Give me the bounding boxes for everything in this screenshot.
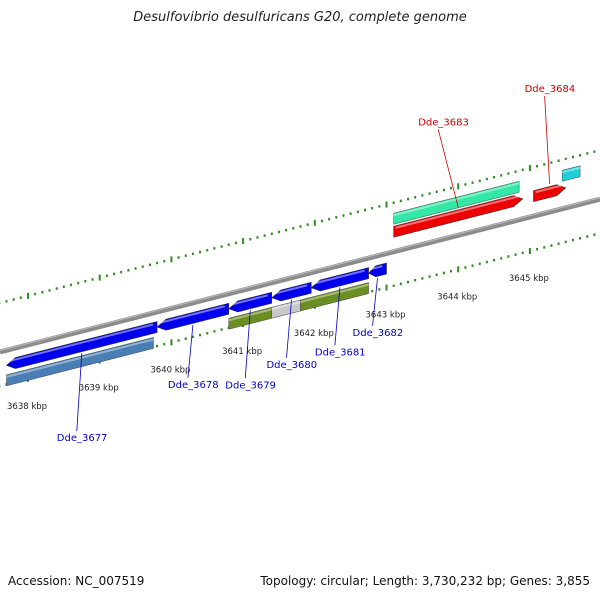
gene-label-connector (437, 129, 459, 208)
gene-label-connector (286, 299, 292, 358)
feature-reverse_feature[interactable] (6, 337, 154, 387)
gene-label-dde_3683[interactable]: Dde_3683 (418, 117, 469, 128)
scale-label: 3645 kbp (509, 274, 549, 284)
gene-label-connector (76, 353, 83, 432)
gene-arrow-dde_3679[interactable] (228, 291, 273, 313)
gene-label-connector (372, 277, 378, 326)
gene-label-connector (334, 287, 341, 346)
backbone-highlight (0, 197, 600, 351)
accession-text: Accession: NC_007519 (8, 574, 145, 588)
gene-label-connector (187, 324, 194, 378)
page-title: Desulfovibrio desulfuricans G20, complet… (133, 10, 467, 25)
gene-arrow-dde_3684[interactable] (533, 184, 567, 203)
gene-arrow-dde_3678[interactable] (156, 302, 230, 331)
gene-label-dde_3678[interactable]: Dde_3678 (168, 380, 219, 391)
scale-label: 3640 kbp (150, 365, 190, 375)
gene-label-dde_3677[interactable]: Dde_3677 (57, 433, 108, 444)
scale-label: 3643 kbp (366, 311, 406, 321)
gene-labels: Dde_3677 Dde_3678 Dde_3679 Dde_3680 Dde_3681… (57, 84, 575, 444)
scale-label: 3642 kbp (294, 329, 334, 339)
gene-label-dde_3681[interactable]: Dde_3681 (315, 347, 366, 358)
genome-summary-text: Topology: circular; Length: 3,730,232 bp… (260, 574, 590, 588)
gene-arrow-dde_3680[interactable] (271, 281, 312, 302)
genome-backbone (0, 196, 600, 355)
scale-labels: 3638 kbp 3639 kbp 3640 kbp 3641 kbp 3642 kbp… (7, 274, 549, 412)
gene-track (5, 184, 567, 369)
scale-label: 3638 kbp (7, 402, 47, 412)
gene-label-connector (544, 95, 551, 185)
feature-reverse_feature[interactable] (271, 299, 301, 319)
scale-label: 3639 kbp (79, 384, 119, 394)
gene-label-connector (244, 310, 251, 379)
feature-track (6, 165, 581, 387)
gene-label-dde_3684[interactable]: Dde_3684 (525, 84, 576, 95)
gene-label-dde_3682[interactable]: Dde_3682 (353, 328, 404, 339)
gene-arrow-dde_3677[interactable] (5, 321, 158, 369)
scale-label: 3644 kbp (437, 292, 477, 302)
forward-scale-ticks (0, 150, 596, 305)
backbone-line (0, 196, 600, 355)
feature-reverse_feature[interactable] (300, 282, 369, 312)
feature-forward_feature[interactable] (561, 165, 581, 182)
gene-label-dde_3680[interactable]: Dde_3680 (266, 360, 317, 371)
gene-arrow-dde_3683[interactable] (393, 195, 524, 238)
gene-label-dde_3679[interactable]: Dde_3679 (225, 380, 276, 391)
gene-arrow-dde_3682[interactable] (368, 262, 387, 278)
scale-label: 3641 kbp (222, 347, 262, 357)
gene-arrow-dde_3681[interactable] (310, 267, 369, 292)
